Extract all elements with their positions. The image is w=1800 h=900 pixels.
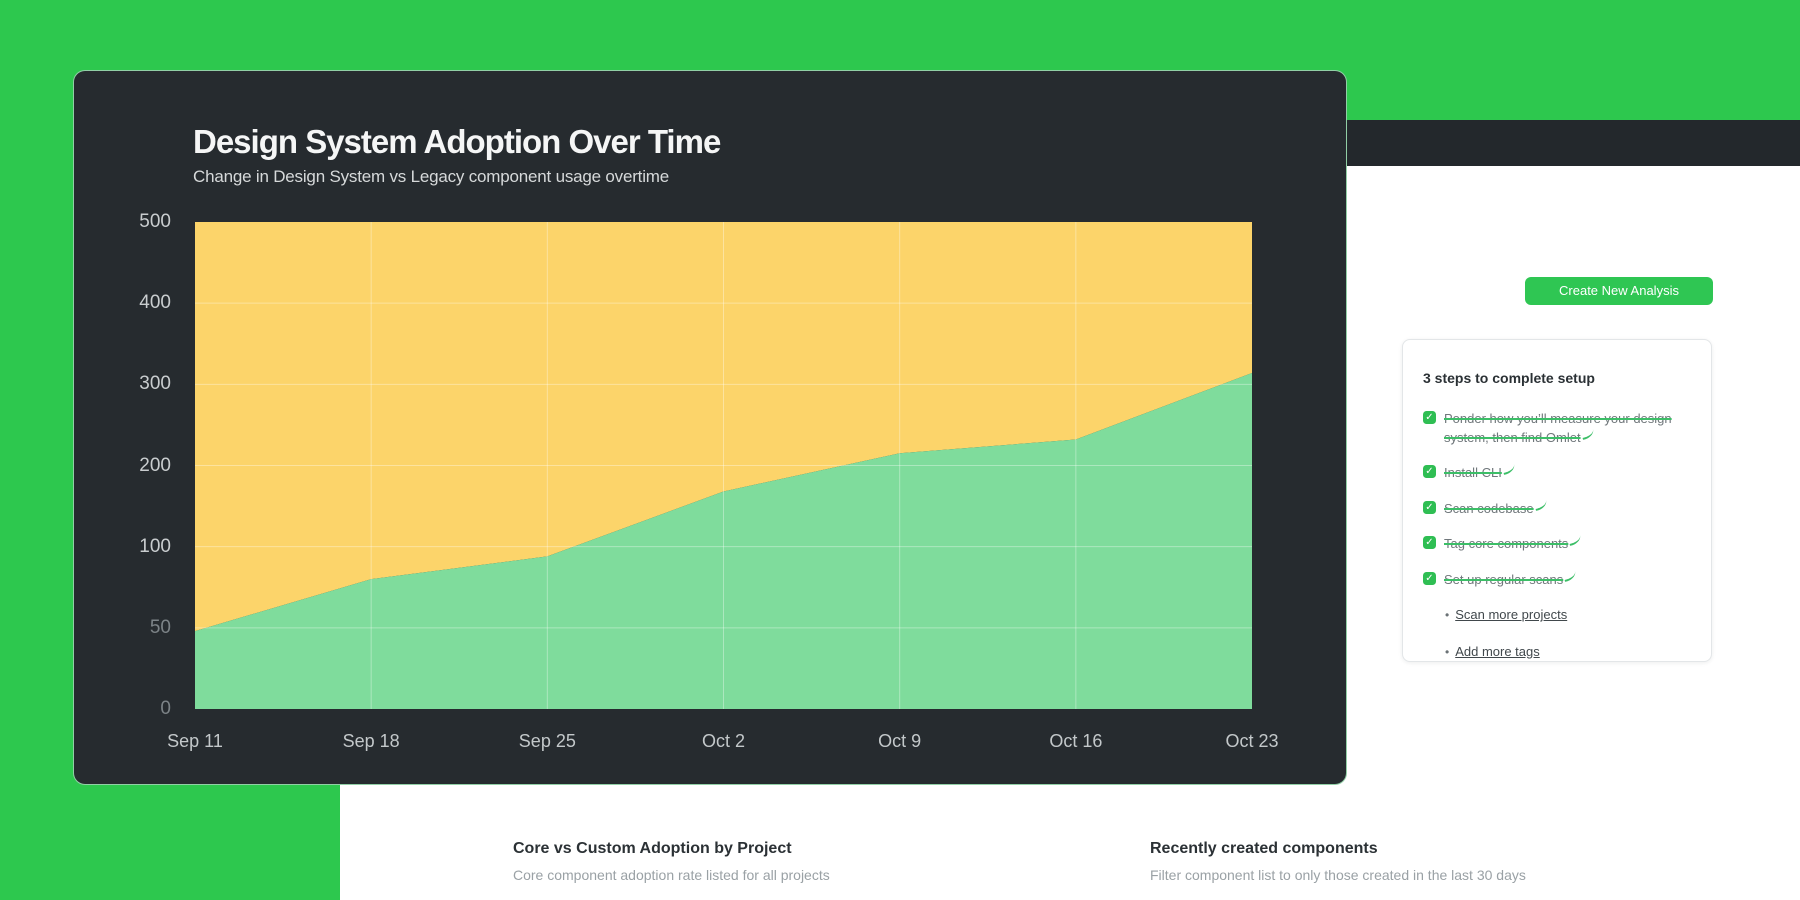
chart-subtitle: Change in Design System vs Legacy compon… bbox=[193, 167, 669, 186]
setup-link-row: • Add more tags bbox=[1445, 643, 1691, 661]
strike-squiggle-icon bbox=[1563, 570, 1577, 582]
checklist-item-label: Set up regular scans bbox=[1444, 570, 1577, 590]
stacked-area-chart bbox=[195, 222, 1252, 709]
section-title: Recently created components bbox=[1150, 840, 1378, 857]
checklist-item[interactable]: ✓ Install CLI bbox=[1423, 464, 1691, 483]
x-tick-label: Oct 16 bbox=[1049, 731, 1103, 751]
bullet-icon: • bbox=[1445, 645, 1450, 659]
y-tick-label: 50 bbox=[149, 616, 171, 638]
strike-squiggle-icon bbox=[1533, 499, 1548, 511]
bullet-icon: • bbox=[1445, 608, 1450, 622]
checklist-item-label: Tag core components bbox=[1444, 535, 1582, 554]
strike-squiggle-icon bbox=[1568, 535, 1582, 546]
section-subtitle: Filter component list to only those crea… bbox=[1150, 867, 1526, 883]
checklist-item[interactable]: ✓ Set up regular scans bbox=[1423, 570, 1691, 590]
design-system-area bbox=[195, 373, 1252, 709]
x-tick-label: Sep 11 bbox=[167, 731, 223, 751]
section-recent-components: Recently created components Filter compo… bbox=[1150, 840, 1526, 883]
checkbox-checked-icon[interactable]: ✓ bbox=[1423, 536, 1436, 549]
setup-links: • Scan more projects • Add more tags bbox=[1423, 606, 1691, 661]
y-tick-label: 300 bbox=[139, 373, 171, 395]
setup-card-title: 3 steps to complete setup bbox=[1423, 370, 1595, 386]
y-tick-label: 400 bbox=[139, 292, 171, 314]
chart-card: Design System Adoption Over Time Change … bbox=[73, 70, 1347, 785]
y-tick-label: 100 bbox=[139, 535, 171, 557]
checklist-item-label: Ponder how you’ll measure your design sy… bbox=[1444, 411, 1672, 445]
checklist-item-label: Scan codebase bbox=[1444, 499, 1548, 519]
checklist-item-label: Install CLI bbox=[1444, 464, 1516, 483]
setup-checklist: ✓ Ponder how you’ll measure your design s… bbox=[1423, 410, 1691, 589]
checklist-item[interactable]: ✓ Scan codebase bbox=[1423, 499, 1691, 519]
create-new-analysis-button[interactable]: Create New Analysis bbox=[1525, 277, 1713, 305]
checkbox-checked-icon[interactable]: ✓ bbox=[1423, 465, 1436, 478]
strike-squiggle-icon bbox=[1502, 464, 1516, 475]
section-subtitle: Core component adoption rate listed for … bbox=[513, 867, 830, 883]
checkbox-checked-icon[interactable]: ✓ bbox=[1423, 411, 1436, 424]
x-tick-label: Sep 25 bbox=[518, 731, 576, 751]
x-tick-label: Oct 2 bbox=[701, 731, 745, 751]
chart-title: Design System Adoption Over Time bbox=[193, 123, 721, 160]
section-title: Core vs Custom Adoption by Project bbox=[513, 840, 792, 857]
checklist-item[interactable]: ✓ Ponder how you’ll measure your design s… bbox=[1423, 410, 1691, 447]
y-tick-label: 200 bbox=[139, 454, 171, 476]
y-tick-label: 0 bbox=[160, 698, 171, 719]
checkbox-checked-icon[interactable]: ✓ bbox=[1423, 500, 1436, 514]
checklist-item[interactable]: ✓ Tag core components bbox=[1423, 535, 1691, 554]
setup-checklist-card: 3 steps to complete setup ✓ Ponder how yo… bbox=[1402, 339, 1712, 662]
checkbox-checked-icon[interactable]: ✓ bbox=[1423, 571, 1436, 585]
legacy-area bbox=[195, 222, 1252, 632]
x-tick-label: Sep 18 bbox=[342, 731, 400, 751]
y-tick-label: 500 bbox=[139, 211, 171, 232]
x-tick-label: Oct 23 bbox=[1225, 731, 1279, 751]
setup-link[interactable]: Scan more projects bbox=[1455, 607, 1568, 622]
section-core-vs-custom: Core vs Custom Adoption by Project Core … bbox=[513, 840, 830, 883]
setup-link-row: • Scan more projects bbox=[1445, 606, 1691, 624]
setup-link[interactable]: Add more tags bbox=[1455, 644, 1540, 659]
x-tick-label: Oct 9 bbox=[878, 731, 922, 751]
strike-squiggle-icon bbox=[1580, 428, 1595, 440]
